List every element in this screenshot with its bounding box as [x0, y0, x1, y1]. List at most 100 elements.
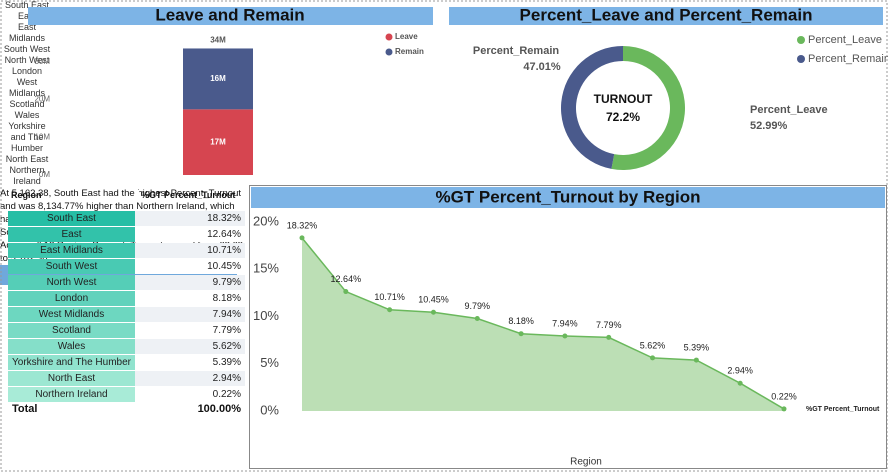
- x-tick-label: West Midlands: [8, 77, 46, 98]
- point: [430, 309, 436, 315]
- legend-marker: [385, 48, 393, 56]
- region-cell: London: [8, 291, 135, 306]
- value-cell: 7.94%: [135, 307, 245, 322]
- value-cell: 18.32%: [135, 211, 245, 226]
- point: [474, 315, 480, 321]
- data-label: 10.71%: [374, 292, 405, 302]
- value-cell: 0.22%: [135, 387, 245, 402]
- data-label: 10.45%: [418, 295, 449, 305]
- y-tick-label: 10M: [34, 132, 50, 141]
- x-tick-label: Wales: [14, 110, 40, 120]
- chart-title: %GT Percent_Turnout by Region: [435, 187, 700, 206]
- value-cell: 9.79%: [135, 275, 245, 290]
- area-fill: [302, 237, 784, 411]
- legend-label: Remain: [395, 47, 424, 56]
- data-label: 5.39%: [684, 342, 710, 352]
- data-label: 0.22%: [771, 391, 797, 401]
- chart-title: Leave and Remain: [155, 5, 304, 24]
- total-label: 34M: [210, 36, 226, 45]
- y-tick-label: 0%: [260, 402, 279, 417]
- data-label: 7.79%: [596, 320, 622, 330]
- slice-value: 47.01%: [523, 61, 561, 73]
- x-tick-label: Scotland: [9, 99, 45, 109]
- x-tick-label: East Midlands: [8, 22, 46, 43]
- value-cell: 8.18%: [135, 291, 245, 306]
- data-label: 9.79%: [465, 301, 491, 311]
- region-cell: West Midlands: [8, 307, 135, 322]
- value-cell: 10.45%: [135, 259, 245, 274]
- series-label: %GT Percent_Turnout: [806, 406, 880, 413]
- region-cell: North West: [8, 275, 135, 290]
- total-value: 100.00%: [197, 403, 241, 415]
- donut-slice: [561, 46, 623, 169]
- data-label: 7.94%: [552, 318, 578, 328]
- title-bar: [251, 187, 885, 208]
- total-label: Total: [12, 403, 38, 415]
- x-tick-label: Yorkshire and The Humber: [8, 121, 46, 153]
- data-label: 8.18%: [508, 316, 534, 326]
- y-tick-label: 20M: [34, 95, 50, 104]
- bar-segment: [183, 48, 253, 110]
- legend-marker: [385, 33, 393, 41]
- data-label: 2.94%: [727, 366, 753, 376]
- value-cell: 12.64%: [135, 227, 245, 242]
- data-label: 17M: [210, 137, 226, 146]
- legend-marker: [797, 36, 805, 44]
- region-cell: East Midlands: [8, 243, 135, 258]
- slice-category: Percent_Leave: [750, 104, 828, 116]
- data-label: 18.32%: [287, 220, 318, 230]
- region-cell: Scotland: [8, 323, 135, 338]
- x-tick-label: South West: [3, 44, 51, 54]
- line: [301, 237, 785, 410]
- x-tick-label: London: [11, 66, 43, 76]
- y-tick-label: 30M: [34, 57, 50, 66]
- point: [693, 357, 699, 363]
- x-axis-label: Region: [570, 457, 602, 468]
- region-cell: Northern Ireland: [8, 387, 135, 402]
- y-tick-label: 15%: [253, 261, 279, 276]
- center-text: TURNOUT: [594, 92, 653, 106]
- x-tick-label: South East: [4, 0, 50, 10]
- y-tick-label: 0M: [39, 170, 50, 179]
- point: [562, 333, 568, 339]
- value-cell: 10.71%: [135, 243, 245, 258]
- data-label: 16M: [210, 74, 226, 83]
- slice-category: Percent_Remain: [473, 45, 559, 57]
- data-label: 12.64%: [331, 274, 362, 284]
- region-cell: Wales: [8, 339, 135, 354]
- legend-label: Percent_Remain: [808, 53, 888, 65]
- legend-label: Percent_Leave: [808, 34, 882, 46]
- panel-border: [249, 185, 887, 469]
- title-bar: [449, 7, 883, 25]
- value-cell: 7.79%: [135, 323, 245, 338]
- x-tick-label: North West: [4, 55, 50, 65]
- chart-title: Percent_Leave and Percent_Remain: [520, 5, 813, 24]
- legend-marker: [797, 55, 805, 63]
- region-cell: South West: [8, 259, 135, 274]
- center-text: 72.2%: [606, 110, 640, 124]
- point: [343, 289, 349, 295]
- x-tick-label: Northern Ireland: [9, 165, 45, 186]
- region-cell: South East: [8, 211, 135, 226]
- point: [387, 307, 393, 313]
- x-tick-label: North East: [5, 154, 49, 164]
- point: [737, 380, 743, 386]
- y-tick-label: 20%: [253, 213, 279, 228]
- data-label: 5.62%: [640, 340, 666, 350]
- donut-slice: [611, 46, 686, 171]
- x-tick-label: East: [17, 11, 36, 21]
- region-cell: North East: [8, 371, 135, 386]
- point: [781, 406, 787, 412]
- point: [299, 235, 305, 241]
- value-cell: 2.94%: [135, 371, 245, 386]
- slice-value: 52.99%: [750, 120, 788, 132]
- value-cell: 5.39%: [135, 355, 245, 370]
- value-cell: 5.62%: [135, 339, 245, 354]
- point: [650, 355, 656, 361]
- region-cell: East: [8, 227, 135, 242]
- column-header: %GT Percent_Turnout: [138, 190, 235, 200]
- legend-label: Leave: [395, 32, 418, 41]
- y-tick-label: 10%: [253, 308, 279, 323]
